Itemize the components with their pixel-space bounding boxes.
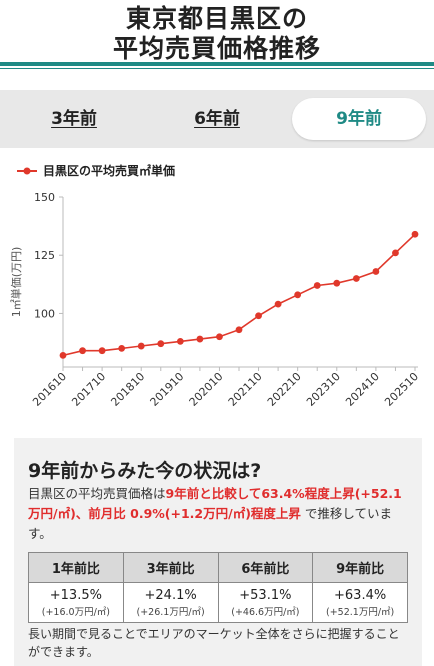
data-point (79, 347, 86, 355)
data-point (98, 347, 106, 355)
cell-1-year: +13.5% (+16.0万円/㎡) (28, 582, 124, 623)
summary-note: 長い期間で見ることでエリアのマーケット全体をさらに把握することができます。 (28, 627, 400, 659)
cell-6-years: +53.1% (+46.6万円/㎡) (217, 582, 314, 623)
tab-3-years[interactable]: 3年前 (51, 109, 97, 129)
period-tabs: 3年前 6年前 9年前 (0, 90, 434, 148)
header-9-years: 9年前比 (312, 552, 408, 583)
page-title-line-2: 平均売買価格推移 (112, 34, 321, 63)
title-divider-thin (0, 68, 434, 69)
x-tick-label: 201810 (108, 370, 147, 409)
summary-heading: 9年前からみた今の状況は? (28, 460, 262, 482)
data-point (333, 279, 341, 287)
data-point (392, 249, 399, 257)
data-point (255, 312, 262, 320)
x-tick-label: 202110 (226, 370, 265, 409)
amt-1-year: (+16.0万円/㎡) (41, 606, 110, 618)
data-point (176, 337, 184, 345)
x-tick-label: 201610 (30, 370, 69, 409)
y-axis-title: 1㎡単価(万円) (9, 247, 23, 318)
data-point (235, 326, 243, 334)
tab-9-years[interactable]: 9年前 (292, 98, 426, 140)
data-point (294, 291, 302, 299)
pct-3-years: +24.1% (144, 587, 197, 603)
x-tick-label: 202210 (265, 370, 304, 409)
summary-text: 目黒区の平均売買価格は9年前と比較して63.4%程度上昇(+52.1万円/㎡)、… (28, 484, 410, 544)
x-tick-label: 202510 (382, 370, 421, 409)
header-3-years: 3年前比 (122, 552, 219, 583)
header-6-years: 6年前比 (217, 552, 314, 583)
x-tick-label: 201710 (69, 370, 108, 409)
legend-marker (23, 167, 31, 175)
x-tick-label: 202310 (304, 370, 343, 409)
y-tick-label: 100 (34, 307, 55, 320)
data-point (372, 268, 380, 275)
data-point (137, 342, 145, 350)
data-point (196, 335, 204, 343)
comparison-table-row: +13.5% (+16.0万円/㎡) +24.1% (+26.1万円/㎡) +53.… (28, 582, 408, 623)
data-point (118, 344, 126, 352)
x-tick-label: 201910 (148, 370, 187, 409)
cell-3-years: +24.1% (+26.1万円/㎡) (122, 582, 219, 623)
header-1-year: 1年前比 (28, 552, 124, 583)
comparison-table-header: 1年前比 3年前比 6年前比 9年前比 (28, 552, 408, 583)
summary-highlight: 9年前と比較して63.4%程度上昇(+52.1万円/㎡)、前月比 0.9%(+1… (28, 486, 402, 521)
data-point (313, 282, 321, 289)
x-tick-label: 202410 (343, 370, 382, 409)
x-tick-label: 202010 (187, 370, 226, 409)
y-tick-label: 125 (34, 249, 55, 262)
pct-6-years: +53.1% (239, 587, 292, 603)
summary-panel: 9年前からみた今の状況は? 目黒区の平均売買価格は9年前と比較して63.4%程度… (14, 438, 422, 666)
page-title-line-1: 東京都目黒区の (125, 4, 308, 33)
data-point (157, 340, 165, 348)
series-line (62, 233, 416, 357)
title-divider (0, 62, 434, 66)
price-line-chart: 目黒区の平均売買㎡単価 100 125 150 1㎡単価(万円) 201610 201710… (9, 163, 421, 409)
amt-6-years: (+46.6万円/㎡) (231, 606, 300, 618)
data-point (274, 300, 282, 308)
legend-label: 目黒区の平均売買㎡単価 (43, 163, 175, 178)
page-title: 東京都目黒区の 平均売買価格推移 (0, 4, 434, 64)
data-point (352, 275, 360, 282)
data-point (411, 230, 419, 238)
summary-text-suffix: で推移しています。 (28, 506, 393, 541)
tab-6-years[interactable]: 6年前 (194, 109, 240, 129)
amt-9-years: (+52.1万円/㎡) (326, 606, 395, 618)
data-point (216, 333, 223, 341)
comparison-table: 1年前比 3年前比 6年前比 9年前比 +13.5% (+16.0万円/㎡) +2… (28, 552, 408, 623)
cell-9-years: +63.4% (+52.1万円/㎡) (312, 582, 408, 623)
data-point (59, 351, 67, 359)
pct-1-year: +13.5% (49, 587, 102, 603)
summary-text-prefix: 目黒区の平均売買価格は (28, 486, 166, 501)
y-tick-label: 150 (34, 191, 55, 204)
pct-9-years: +63.4% (334, 587, 387, 603)
amt-3-years: (+26.1万円/㎡) (136, 606, 205, 618)
